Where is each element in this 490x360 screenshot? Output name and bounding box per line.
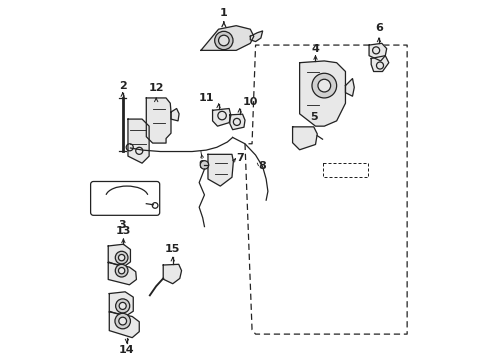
Text: 12: 12 — [148, 83, 164, 93]
Polygon shape — [369, 43, 387, 61]
Text: 5: 5 — [310, 112, 318, 122]
Text: 11: 11 — [198, 93, 214, 103]
Text: 10: 10 — [243, 97, 258, 107]
Polygon shape — [208, 154, 233, 186]
Text: 1: 1 — [220, 8, 228, 18]
Polygon shape — [201, 26, 254, 50]
Circle shape — [119, 267, 125, 274]
Circle shape — [219, 35, 229, 46]
Polygon shape — [299, 61, 345, 126]
Circle shape — [119, 255, 125, 261]
Text: 7: 7 — [236, 153, 244, 163]
Circle shape — [116, 299, 130, 313]
Polygon shape — [108, 262, 136, 285]
Polygon shape — [345, 78, 354, 96]
Text: 4: 4 — [312, 44, 319, 54]
Circle shape — [115, 313, 130, 329]
Circle shape — [318, 79, 331, 92]
Text: 6: 6 — [375, 23, 383, 33]
Circle shape — [215, 31, 233, 50]
Circle shape — [119, 302, 126, 310]
Text: 8: 8 — [258, 161, 266, 171]
Polygon shape — [250, 31, 263, 41]
Circle shape — [200, 161, 209, 169]
Text: 3: 3 — [119, 220, 126, 230]
Polygon shape — [163, 264, 182, 284]
Polygon shape — [109, 292, 133, 316]
Text: 9: 9 — [198, 159, 206, 170]
Polygon shape — [128, 119, 149, 163]
Circle shape — [119, 317, 126, 325]
Polygon shape — [371, 56, 389, 72]
Text: 2: 2 — [119, 81, 126, 91]
Circle shape — [312, 73, 337, 98]
Polygon shape — [213, 108, 231, 126]
Circle shape — [115, 251, 128, 264]
Polygon shape — [230, 114, 245, 130]
Circle shape — [115, 264, 128, 277]
Polygon shape — [171, 108, 179, 121]
Text: 13: 13 — [116, 226, 131, 237]
Polygon shape — [109, 312, 139, 338]
Polygon shape — [108, 244, 130, 267]
Text: 14: 14 — [119, 345, 135, 355]
Polygon shape — [293, 127, 317, 150]
Text: 15: 15 — [165, 244, 180, 255]
Polygon shape — [147, 98, 171, 143]
